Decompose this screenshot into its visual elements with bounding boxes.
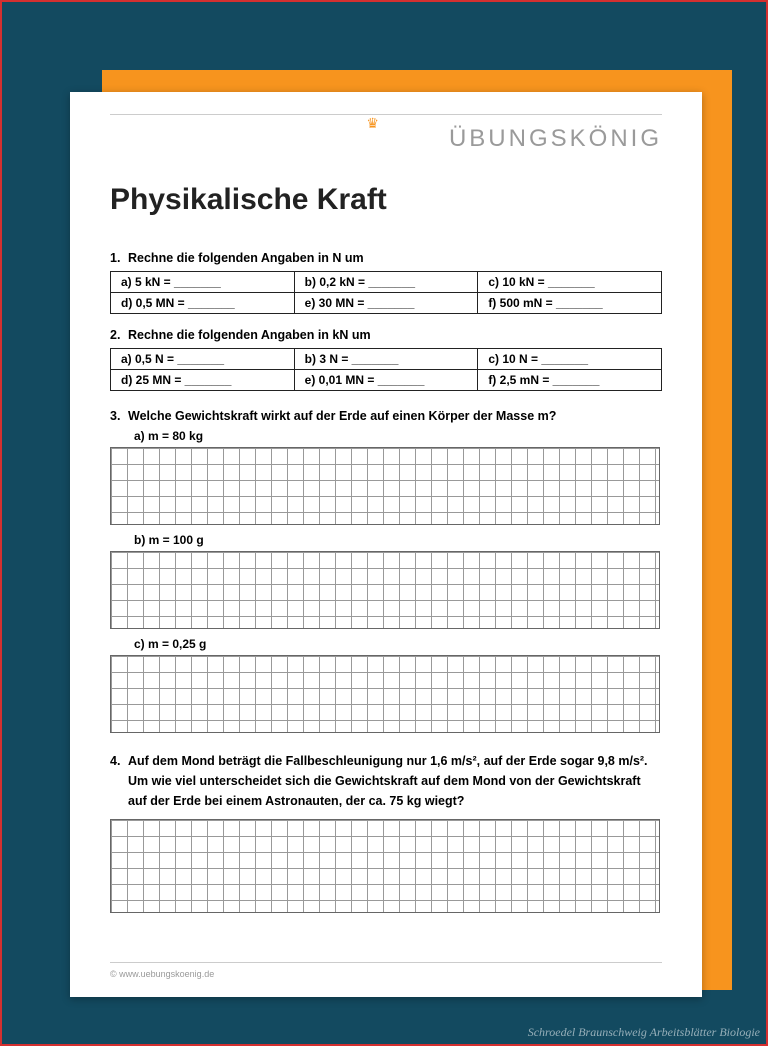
q3-b-grid xyxy=(110,551,660,629)
copyright: © www.uebungskoenig.de xyxy=(110,969,214,979)
q1-cell-e: e) 30 MN = _______ xyxy=(294,293,478,314)
q3-label: 3.Welche Gewichtskraft wirkt auf der Erd… xyxy=(110,409,662,423)
q4-label: 4.Auf dem Mond beträgt die Fallbeschleun… xyxy=(110,751,662,811)
worksheet-page: ♛ÜBUNGSKÖNIG Physikalische Kraft 1.Rechn… xyxy=(70,92,702,997)
q1-cell-c: c) 10 kN = _______ xyxy=(478,272,662,293)
q2-table: a) 0,5 N = _______ b) 3 N = _______ c) 1… xyxy=(110,348,662,391)
brand-text: ÜBUNGSKÖNIG xyxy=(449,125,662,152)
q4-text: Auf dem Mond beträgt die Fallbeschleunig… xyxy=(128,751,648,811)
q1-number: 1. xyxy=(110,251,128,265)
q4-number: 4. xyxy=(110,751,128,771)
q2-cell-c: c) 10 N = _______ xyxy=(478,349,662,370)
q1-label: 1.Rechne die folgenden Angaben in N um xyxy=(110,251,662,265)
q3-b-label: b) m = 100 g xyxy=(134,533,662,547)
watermark: Schroedel Braunschweig Arbeitsblätter Bi… xyxy=(528,1025,760,1040)
q3-a-label: a) m = 80 kg xyxy=(134,429,662,443)
q1-cell-f: f) 500 mN = _______ xyxy=(478,293,662,314)
q2-cell-d: d) 25 MN = _______ xyxy=(111,370,295,391)
page-title: Physikalische Kraft xyxy=(110,183,662,217)
brand-logo: ♛ÜBUNGSKÖNIG xyxy=(110,119,662,153)
q3-c-grid xyxy=(110,655,660,733)
crown-icon: ♛ xyxy=(366,115,379,132)
q2-cell-b: b) 3 N = _______ xyxy=(294,349,478,370)
q1-cell-d: d) 0,5 MN = _______ xyxy=(111,293,295,314)
header-rule xyxy=(110,114,662,115)
q1-text: Rechne die folgenden Angaben in N um xyxy=(128,251,364,265)
q2-text: Rechne die folgenden Angaben in kN um xyxy=(128,328,371,342)
q2-label: 2.Rechne die folgenden Angaben in kN um xyxy=(110,328,662,342)
q1-cell-b: b) 0,2 kN = _______ xyxy=(294,272,478,293)
q3-text: Welche Gewichtskraft wirkt auf der Erde … xyxy=(128,409,556,423)
q2-cell-f: f) 2,5 mN = _______ xyxy=(478,370,662,391)
q3-c-label: c) m = 0,25 g xyxy=(134,637,662,651)
q3-number: 3. xyxy=(110,409,128,423)
q2-cell-a: a) 0,5 N = _______ xyxy=(111,349,295,370)
page-footer: © www.uebungskoenig.de xyxy=(110,962,662,979)
q3-a-grid xyxy=(110,447,660,525)
q4-grid xyxy=(110,819,660,913)
q1-table: a) 5 kN = _______ b) 0,2 kN = _______ c)… xyxy=(110,271,662,314)
q2-number: 2. xyxy=(110,328,128,342)
q1-cell-a: a) 5 kN = _______ xyxy=(111,272,295,293)
q2-cell-e: e) 0,01 MN = _______ xyxy=(294,370,478,391)
